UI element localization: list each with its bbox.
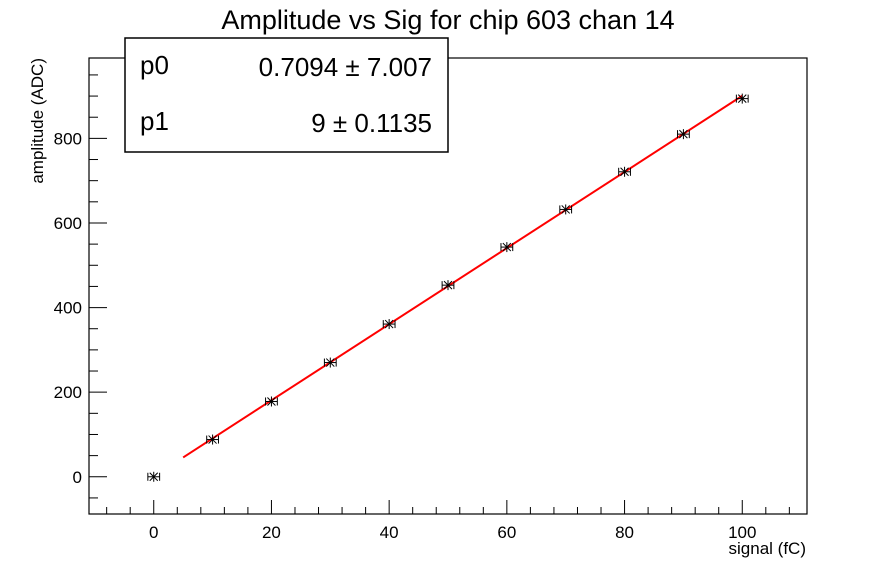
data-point [265,396,278,407]
param-p1-name: p1 [140,106,169,136]
y-tick-label: 200 [54,383,82,402]
fit-line [182,94,743,459]
param-p0-name: p0 [140,50,169,80]
data-point [677,129,690,140]
data-point [618,166,631,177]
x-tick-label: 80 [615,523,634,542]
data-point [559,204,573,215]
fit-line-group [182,94,743,459]
y-axis-label: amplitude (ADC) [28,58,47,184]
y-tick-label: 0 [73,468,82,487]
axis-ticks: 0 20 40 60 80 100 0 200 400 600 800 [54,74,790,542]
y-tick-label: 400 [54,299,82,318]
x-tick-label: 40 [380,523,399,542]
param-p0-value: 0.7094 ± 7.007 [259,52,432,82]
x-axis-label: signal (fC) [729,539,806,558]
param-p0-error: 7.007 [367,52,432,82]
data-point [323,357,337,368]
param-p1-value: 9 ± 0.1135 [311,108,432,138]
data-point [206,434,219,445]
param-p1-estimate: 9 [311,108,325,138]
chart-title: Amplitude vs Sig for chip 603 chan 14 [221,5,674,35]
stats-box-frame [124,37,449,153]
data-point [382,319,396,330]
data-point [500,242,514,253]
plus-minus-sign: ± [326,108,355,138]
data-point [735,93,749,104]
y-tick-label: 800 [54,129,82,148]
data-point [147,471,161,482]
x-tick-label: 60 [497,523,516,542]
data-points [147,93,749,482]
fit-stats-box: p0 0.7094 ± 7.007 p1 9 ± 0.1135 [124,37,449,153]
param-p0-estimate: 0.7094 [259,52,339,82]
param-p1-error: 0.1135 [354,108,432,138]
y-tick-label: 600 [54,214,82,233]
x-tick-label: 20 [262,523,281,542]
plus-minus-sign: ± [338,52,367,82]
x-tick-label: 0 [149,523,158,542]
data-point [441,280,455,291]
x-tick-label: 100 [728,523,756,542]
